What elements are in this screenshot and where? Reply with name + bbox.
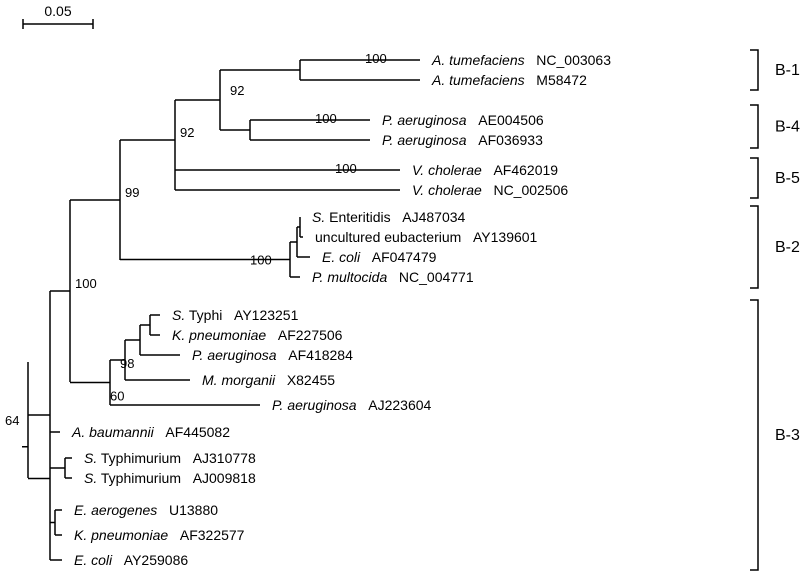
clade-bracket <box>750 158 758 198</box>
clade-label: B-4 <box>775 119 800 136</box>
bootstrap-value: 98 <box>120 356 134 371</box>
clade-label: B-2 <box>775 239 800 256</box>
taxon-label: P. aeruginosa AF418284 <box>192 347 353 363</box>
bootstrap-value: 100 <box>335 161 357 176</box>
clade-bracket <box>750 105 758 148</box>
taxon-label: P. aeruginosa AF036933 <box>382 132 543 148</box>
taxon-label: P. aeruginosa AE004506 <box>382 112 544 128</box>
bootstrap-value: 100 <box>315 111 337 126</box>
taxon-label: E. coli AY259086 <box>74 552 188 568</box>
taxon-label: S. Enteritidis AJ487034 <box>312 209 466 225</box>
scale-bar: 0.05 <box>23 3 93 29</box>
taxon-label: S. Typhimurium AJ310778 <box>84 450 256 466</box>
bootstrap-value: 100 <box>365 51 387 66</box>
taxon-label: S. Typhi AY123251 <box>172 307 299 323</box>
clade-bracket <box>750 206 758 288</box>
clade-bracket <box>750 50 758 90</box>
clade-label: B-3 <box>775 427 800 444</box>
taxon-label: uncultured eubacterium AY139601 <box>315 229 538 245</box>
taxon-label: A. baumannii AF445082 <box>71 424 230 440</box>
taxon-label: V. cholerae AF462019 <box>412 162 558 178</box>
taxon-label: E. coli AF047479 <box>322 249 437 265</box>
bootstrap-value: 100 <box>75 276 97 291</box>
bootstrap-value: 92 <box>230 83 244 98</box>
taxon-label: P. multocida NC_004771 <box>312 269 474 285</box>
taxon-label: E. aerogenes U13880 <box>74 502 218 518</box>
clade-bracket <box>750 300 758 570</box>
bootstrap-value: 92 <box>180 125 194 140</box>
taxon-label: K. pneumoniae AF227506 <box>172 327 343 343</box>
taxon-label: K. pneumoniae AF322577 <box>74 527 245 543</box>
clade-label: B-1 <box>775 62 800 79</box>
bootstrap-value: 60 <box>110 389 124 404</box>
bootstrap-value: 99 <box>125 185 139 200</box>
taxon-label: P. aeruginosa AJ223604 <box>272 397 432 413</box>
taxon-label: V. cholerae NC_002506 <box>412 182 568 198</box>
clade-label: B-5 <box>775 170 800 187</box>
scale-bar-label: 0.05 <box>44 3 71 19</box>
taxon-label: M. morganii X82455 <box>202 372 335 388</box>
taxon-label: A. tumefaciens NC_003063 <box>431 52 611 68</box>
taxon-label: A. tumefaciens M58472 <box>431 72 587 88</box>
bootstrap-value: 64 <box>5 413 19 428</box>
taxon-label: S. Typhimurium AJ009818 <box>84 470 256 486</box>
